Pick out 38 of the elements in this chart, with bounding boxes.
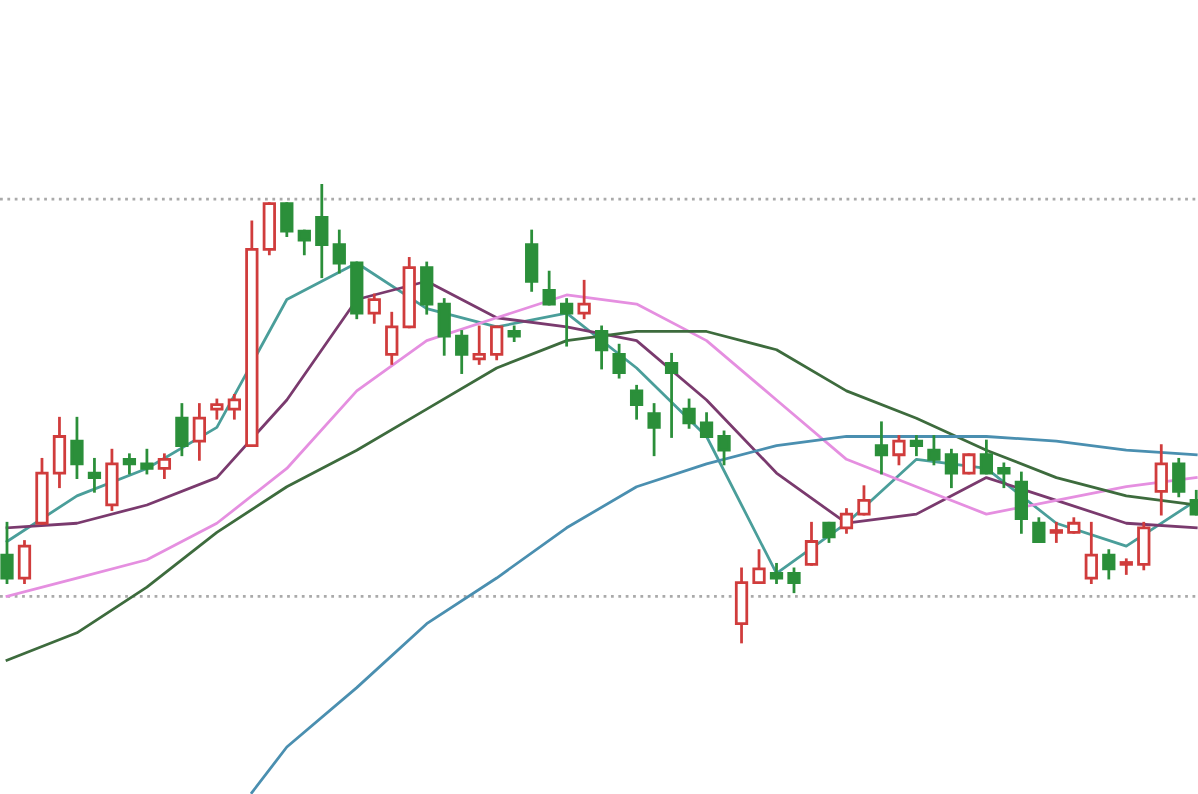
candlestick: [192, 403, 207, 461]
candlestick: [577, 279, 591, 320]
candlestick: [227, 394, 241, 420]
candlestick: [420, 261, 434, 315]
candlestick: [507, 325, 521, 342]
candlestick: [17, 540, 32, 584]
candlestick: [612, 343, 626, 379]
candlestick: [87, 457, 102, 493]
candlestick: [210, 398, 224, 420]
candlestick: [839, 508, 854, 534]
candlestick: [629, 384, 644, 420]
candlestick: [909, 435, 924, 457]
candlestick: [315, 183, 329, 279]
candlestick: [594, 325, 609, 370]
candlestick: [664, 352, 679, 438]
candlestick: [560, 298, 574, 347]
candlestick: [1172, 457, 1186, 498]
candlestick: [157, 453, 172, 479]
candlestick: [367, 293, 381, 324]
candlestick: [385, 311, 399, 365]
candlestick: [769, 562, 784, 584]
candlestick: [122, 453, 137, 475]
candlestick: [525, 229, 539, 292]
candlestick: [734, 567, 749, 644]
candlestick: [455, 330, 469, 374]
candlestick: [437, 298, 451, 356]
candlestick: [874, 421, 889, 475]
candlestick: [52, 416, 67, 489]
candlestick: [944, 448, 959, 489]
candlestick: [997, 462, 1011, 489]
candlestick: [1014, 471, 1028, 534]
candlestick: [1102, 549, 1116, 580]
candlestick: [1137, 521, 1151, 571]
candlestick: [472, 325, 486, 365]
candlestick: [332, 229, 346, 274]
candlestick: [1084, 521, 1098, 584]
candlestick: [1154, 444, 1168, 516]
candlestick: [175, 403, 189, 457]
